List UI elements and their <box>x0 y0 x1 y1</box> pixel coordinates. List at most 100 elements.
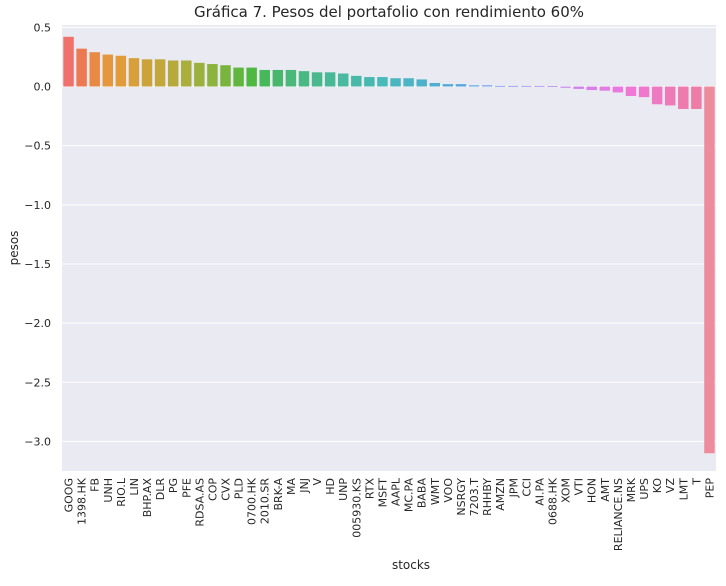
x-tick-label: CCI <box>520 478 533 497</box>
bar <box>141 59 153 87</box>
bar <box>442 84 454 87</box>
bar <box>678 86 689 109</box>
x-tick-label: HD <box>324 478 337 495</box>
x-tick-label: MA <box>285 478 298 495</box>
x-tick-label: V <box>311 478 324 486</box>
bar <box>272 69 284 87</box>
x-tick-label: BHP.AX <box>141 478 154 518</box>
bar <box>233 67 244 87</box>
x-tick-label: BABA <box>416 478 429 509</box>
x-tick-label: 1398.HK <box>76 477 89 525</box>
x-tick-label: NSRGY <box>455 478 468 516</box>
bar <box>599 86 611 91</box>
x-tick-label: COP <box>206 478 219 501</box>
x-tick-label: AMT <box>599 478 612 502</box>
bar <box>102 54 114 87</box>
bar <box>194 62 205 87</box>
bars <box>63 36 715 454</box>
bar <box>154 59 166 87</box>
bar <box>259 69 270 87</box>
bar <box>612 86 624 93</box>
y-tick-label: −2.5 <box>24 376 51 389</box>
x-tick-label: 2010.SR <box>259 478 272 524</box>
x-tick-label: T <box>690 478 703 486</box>
x-tick-label: VZ <box>664 478 677 494</box>
bar <box>115 55 127 87</box>
bar <box>691 86 702 109</box>
bar <box>586 86 597 91</box>
bar <box>128 58 140 87</box>
bar <box>429 82 441 87</box>
bar <box>403 78 414 87</box>
x-tick-label: JPM <box>507 478 520 498</box>
x-tick-label: MRK <box>625 477 638 502</box>
x-tick-label: VOO <box>442 478 455 503</box>
x-tick-label: UNP <box>337 478 350 501</box>
x-axis-ticks: GOOG 1398.HK FB UNH RIO.L LIN BHP.AX DLR PG PFE RD… <box>63 477 717 551</box>
x-tick-label: UNH <box>102 478 115 503</box>
bar <box>390 78 401 87</box>
y-tick-label: −1.5 <box>24 258 51 271</box>
y-tick-label: −0.5 <box>24 140 51 153</box>
bar <box>298 71 310 87</box>
x-tick-label: UPS <box>638 478 651 500</box>
x-tick-label: PFE <box>180 478 193 498</box>
bar <box>324 72 336 87</box>
bar <box>377 77 388 87</box>
y-tick-label: 0.5 <box>34 21 52 34</box>
x-tick-label: HON <box>586 478 599 503</box>
x-tick-label: PLD <box>233 478 246 499</box>
x-tick-label: MSFT <box>376 478 389 508</box>
bar <box>63 36 74 87</box>
bar <box>220 65 231 87</box>
bar <box>364 77 375 87</box>
bar <box>547 86 558 87</box>
bar <box>508 85 519 87</box>
x-tick-label: RELIANCE.NS <box>612 478 625 551</box>
x-tick-label: AAPL <box>390 477 403 506</box>
bar <box>207 64 218 87</box>
bar <box>651 86 663 105</box>
x-tick-label: KO <box>651 478 664 494</box>
bar <box>285 69 297 87</box>
bar <box>664 86 676 106</box>
x-tick-label: GOOG <box>63 478 76 512</box>
bar <box>638 86 650 98</box>
bar <box>76 48 87 87</box>
bar <box>494 85 506 87</box>
x-tick-label: DLR <box>154 478 167 501</box>
x-tick-label: XOM <box>560 478 573 503</box>
y-tick-label: −1.0 <box>24 199 51 212</box>
x-tick-label: RTX <box>363 478 376 500</box>
bar <box>560 86 571 88</box>
y-axis-label: pesos <box>7 231 21 266</box>
x-tick-label: BRK-A <box>272 478 285 511</box>
x-axis-label: stocks <box>392 558 430 572</box>
x-tick-label: RDSA.AS <box>193 478 206 527</box>
x-tick-label: 0700.HK <box>246 477 259 525</box>
bar <box>311 72 323 87</box>
bar <box>468 85 480 87</box>
y-axis-ticks: 0.5 0.0 −0.5 −1.0 −1.5 −2.0 −2.5 −3.0 <box>24 21 51 448</box>
bar <box>246 67 257 87</box>
bar <box>704 86 715 454</box>
x-tick-label: 7203.T <box>468 478 481 516</box>
x-tick-label: AI.PA <box>533 478 546 506</box>
x-tick-label: VTI <box>573 478 586 496</box>
bar <box>337 73 349 87</box>
chart-title: Gráfica 7. Pesos del portafolio con rend… <box>194 3 584 21</box>
x-tick-label: RIO.L <box>115 477 128 507</box>
x-tick-label: PEP <box>703 478 716 499</box>
y-tick-label: −2.0 <box>24 317 51 330</box>
bar <box>534 85 545 87</box>
plot-background <box>62 25 716 471</box>
x-tick-label: RHHBY <box>481 478 494 516</box>
y-tick-label: −3.0 <box>24 435 51 448</box>
bar <box>351 75 362 87</box>
bar <box>521 85 532 87</box>
x-tick-label: JNJ <box>298 478 311 494</box>
x-tick-label: LMT <box>677 478 690 501</box>
bar <box>573 86 584 89</box>
